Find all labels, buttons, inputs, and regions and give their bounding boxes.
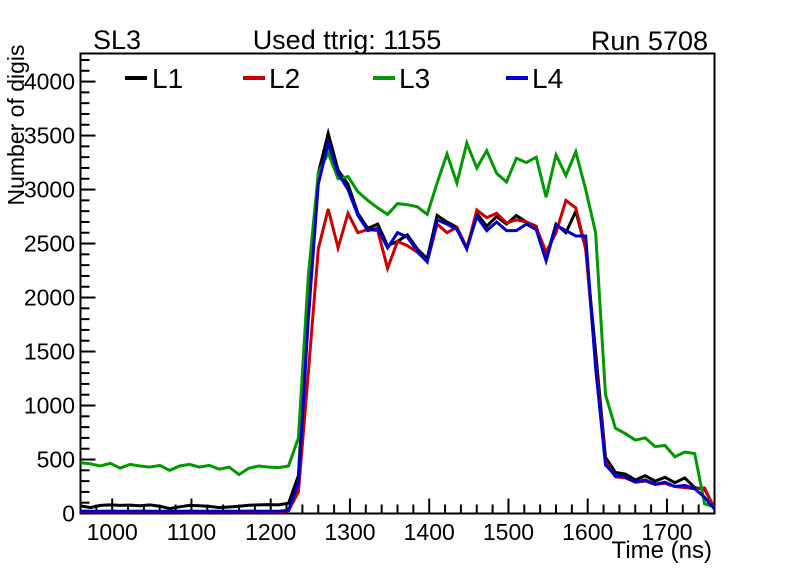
legend-label-l3: L3 (399, 63, 430, 94)
y-tick-label: 4000 (24, 69, 75, 95)
series-L1 (80, 127, 715, 511)
superlayer-title: SL3 (93, 25, 141, 55)
ttrig-title: Used ttrig: 1155 (253, 25, 442, 55)
legend-label-l1: L1 (152, 63, 183, 94)
series-L3 (80, 138, 715, 509)
x-tick-label: 1600 (562, 519, 613, 545)
x-tick-label: 1200 (245, 519, 296, 545)
x-tick-label: 1400 (404, 519, 455, 545)
y-tick-label: 0 (62, 501, 75, 527)
y-tick-label: 2500 (24, 231, 75, 257)
y-axis-title: Number of digis (3, 44, 29, 205)
y-tick-label: 1500 (24, 339, 75, 365)
x-tick-label: 1300 (324, 519, 375, 545)
x-tick-label: 1100 (167, 519, 216, 545)
legend-label-l2: L2 (269, 63, 300, 94)
run-number-title: Run 5708 (591, 26, 708, 56)
y-tick-label: 3000 (24, 177, 75, 203)
x-tick-label: 1500 (483, 519, 534, 545)
plot-frame (79, 52, 716, 515)
series-L2 (80, 197, 715, 514)
x-axis-title: Time (ns) (612, 537, 712, 564)
legend: L1 L2 L3 L4 (125, 63, 563, 94)
y-tick-label: 1000 (24, 393, 75, 419)
x-tick-label: 1000 (87, 519, 138, 545)
x-tick-label: 1700 (641, 519, 692, 545)
axis-ticks: 1000 1100 1200 1300 1400 1500 1600 1700 0 500 1000… (24, 58, 700, 545)
y-tick-label: 500 (37, 447, 75, 473)
series-L4 (80, 137, 715, 513)
y-tick-label: 2000 (24, 285, 75, 311)
data-curves (80, 127, 715, 514)
y-tick-label: 3500 (24, 123, 75, 149)
legend-label-l4: L4 (532, 63, 563, 94)
